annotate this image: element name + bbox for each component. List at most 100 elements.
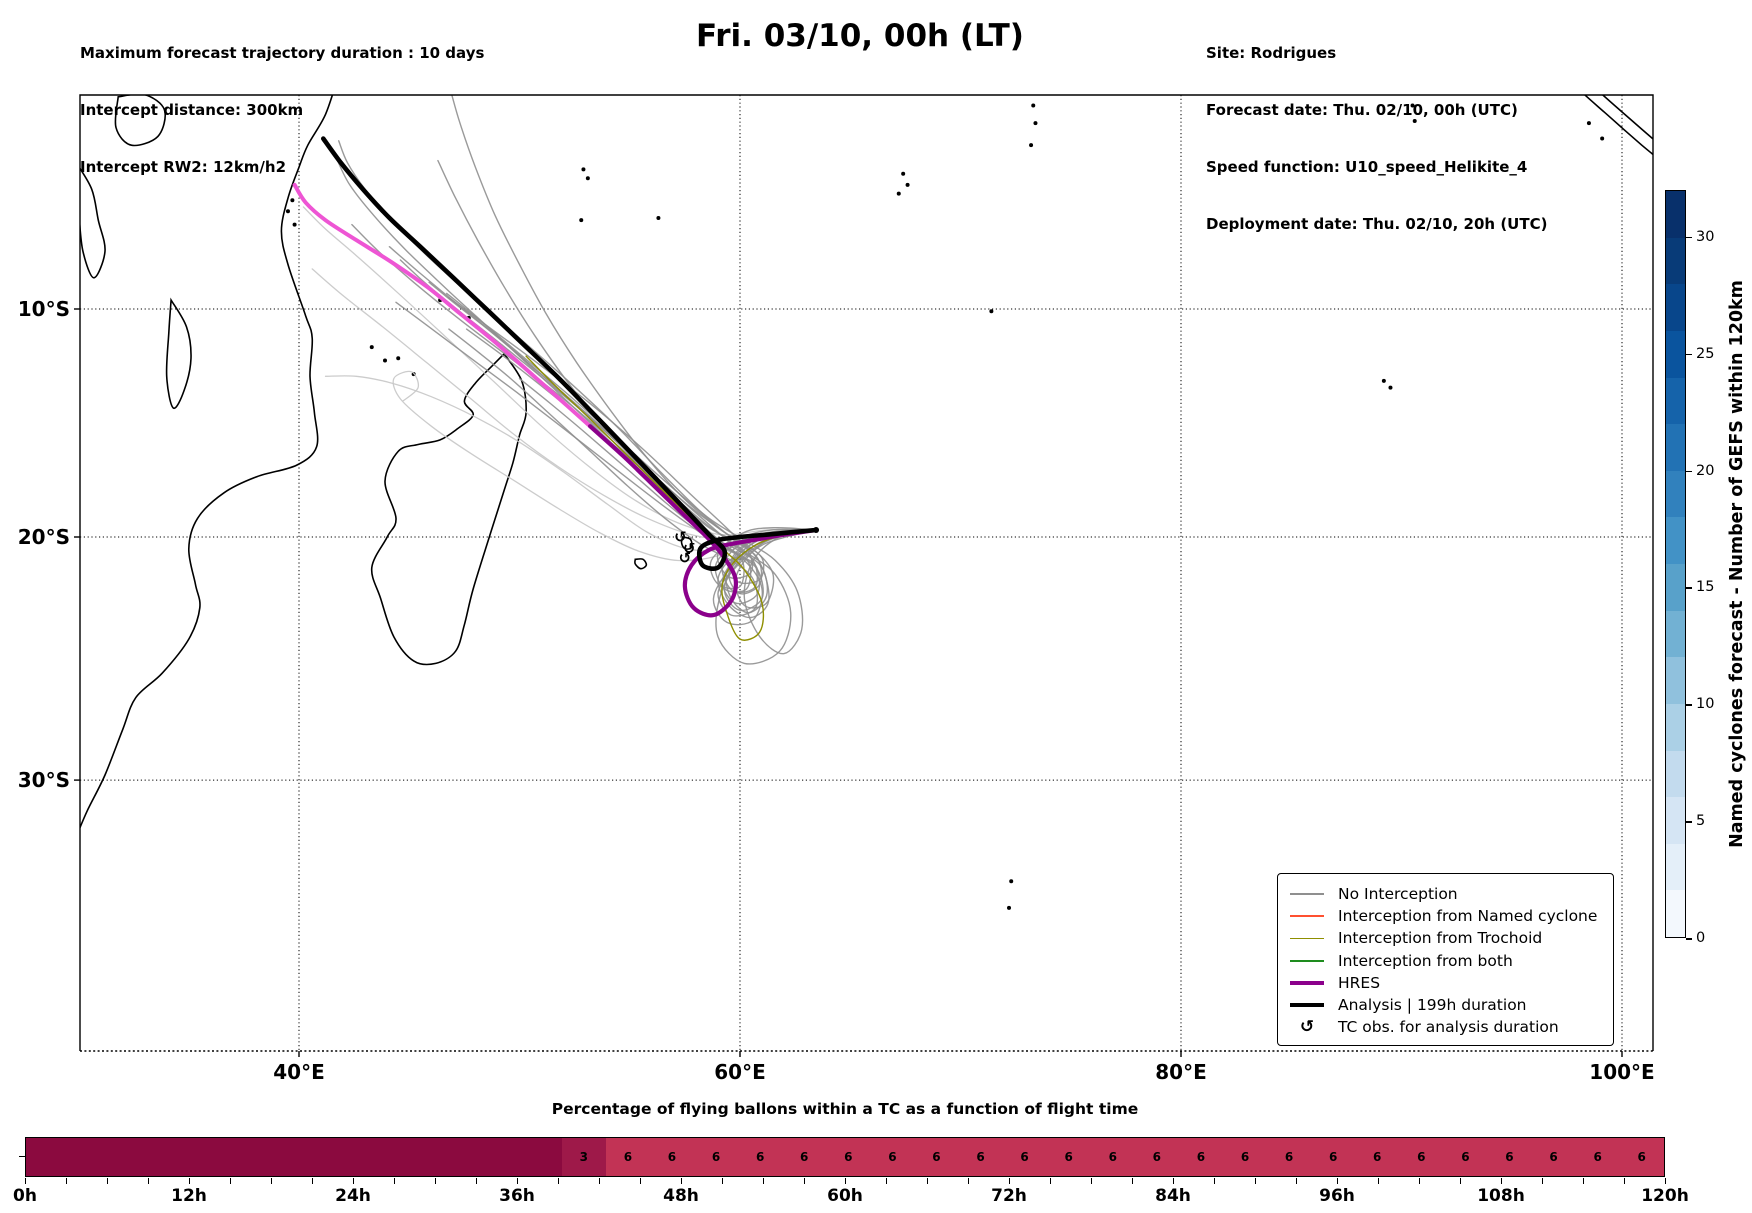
colorbar-segment bbox=[1666, 797, 1685, 844]
strip-cell bbox=[311, 1138, 348, 1176]
strip-tick-label: 48h bbox=[663, 1186, 699, 1206]
tc-obs-marker: ↺ bbox=[683, 540, 696, 558]
strip-tick bbox=[1624, 1178, 1626, 1184]
strip-cell: 6 bbox=[1399, 1138, 1444, 1176]
strip-cell: 6 bbox=[1619, 1138, 1664, 1176]
strip-cell-value: 6 bbox=[976, 1150, 985, 1164]
strip-cell bbox=[347, 1138, 384, 1176]
colorbar-segment bbox=[1666, 424, 1685, 471]
strip-cell: 6 bbox=[914, 1138, 959, 1176]
strip-cell: 6 bbox=[649, 1138, 695, 1176]
island-mauritius bbox=[680, 535, 693, 550]
strip-cell: 6 bbox=[694, 1138, 739, 1176]
strip-cell-value: 6 bbox=[711, 1150, 721, 1164]
ensemble-track bbox=[451, 95, 817, 579]
strip-cell: 6 bbox=[1267, 1138, 1312, 1176]
legend-item-label: Analysis | 199h duration bbox=[1338, 996, 1527, 1015]
island-dot bbox=[581, 167, 586, 172]
strip-tick-label: 60h bbox=[827, 1186, 863, 1206]
island-dot bbox=[285, 209, 290, 214]
strip-tick bbox=[517, 1178, 519, 1184]
deployment-start-point bbox=[813, 526, 820, 533]
strip-tick bbox=[1296, 1178, 1298, 1184]
strip-cell bbox=[454, 1138, 491, 1176]
strip-tick bbox=[107, 1178, 109, 1184]
strip-tick bbox=[804, 1178, 806, 1184]
strip-cell bbox=[526, 1138, 562, 1176]
x-tick-label: 100°E bbox=[1589, 1060, 1655, 1084]
colorbar-tick-label: 25 bbox=[1696, 345, 1715, 362]
strip-tick bbox=[1460, 1178, 1462, 1184]
ensemble-track bbox=[335, 157, 817, 593]
strip-tick bbox=[968, 1178, 970, 1184]
strip-tick bbox=[1173, 1178, 1175, 1184]
legend-line bbox=[1290, 980, 1324, 986]
strip-cell: 6 bbox=[605, 1138, 650, 1176]
strip-cell-value: 6 bbox=[844, 1150, 853, 1164]
legend-line bbox=[1290, 959, 1324, 962]
site-text: Site: Rodrigues bbox=[1206, 44, 1337, 62]
strip-cell-value: 6 bbox=[1328, 1150, 1338, 1164]
island-reunion bbox=[634, 558, 648, 570]
cyclone-rotation-icon: ↺ bbox=[1299, 1016, 1315, 1037]
strip-cell-value: 6 bbox=[1417, 1150, 1426, 1164]
island-dot bbox=[1388, 385, 1393, 390]
colorbar-tick-label: 15 bbox=[1696, 579, 1715, 596]
strip-tick-label: 120h bbox=[1641, 1186, 1689, 1206]
island-dot bbox=[292, 222, 297, 227]
legend-line-swatch bbox=[1290, 959, 1324, 962]
colorbar-segment bbox=[1666, 703, 1685, 751]
strip-cell: 6 bbox=[1575, 1138, 1620, 1176]
colorbar-tick-label: 0 bbox=[1696, 930, 1706, 946]
strip-tick bbox=[1050, 1178, 1052, 1184]
strip-tick bbox=[66, 1178, 68, 1184]
y-tick-label: 30°S bbox=[17, 768, 70, 793]
forecast-params-block: Maximum forecast trajectory duration : 1… bbox=[80, 6, 484, 196]
legend-item: HRES bbox=[1290, 972, 1603, 994]
strip-tick bbox=[1091, 1178, 1093, 1184]
strip-cell-value: 6 bbox=[1152, 1150, 1162, 1164]
strip-title: Percentage of flying ballons within a TC… bbox=[551, 1100, 1139, 1118]
ensemble-track bbox=[395, 301, 817, 626]
strip-tick bbox=[1542, 1178, 1544, 1184]
colorbar-segment bbox=[1666, 470, 1685, 518]
strip-tick bbox=[763, 1178, 765, 1184]
analysis-track bbox=[321, 136, 819, 571]
legend-line bbox=[1290, 1002, 1324, 1008]
forecast-date-text: Forecast date: Thu. 02/10, 00h (UTC) bbox=[1206, 101, 1518, 119]
colorbar-segment bbox=[1666, 657, 1685, 704]
colorbar-tick bbox=[1686, 236, 1692, 239]
legend-item-label: Interception from both bbox=[1338, 951, 1513, 970]
colorbar-tick-label: 10 bbox=[1696, 696, 1715, 713]
strip-tick bbox=[558, 1178, 560, 1184]
island-dot bbox=[579, 218, 584, 223]
strip-tick-label: 24h bbox=[335, 1186, 371, 1206]
strip-tick bbox=[435, 1178, 437, 1184]
x-tick-label: 80°E bbox=[1155, 1060, 1207, 1084]
strip-cell: 3 bbox=[561, 1138, 606, 1176]
ensemble-track bbox=[437, 159, 817, 590]
island-dot bbox=[1381, 378, 1386, 383]
legend-item-label: No Interception bbox=[1338, 885, 1458, 904]
strip-cell: 6 bbox=[1355, 1138, 1400, 1176]
strip-tick bbox=[1337, 1178, 1339, 1184]
coastline-africa bbox=[80, 95, 334, 830]
strip-cell: 6 bbox=[1311, 1138, 1356, 1176]
island-dot bbox=[1007, 905, 1012, 910]
intercept-rw2-text: Intercept RW2: 12km/h2 bbox=[80, 158, 287, 176]
strip-cell: 6 bbox=[1134, 1138, 1179, 1176]
strip-cell bbox=[383, 1138, 419, 1176]
strip-tick bbox=[886, 1178, 888, 1184]
strip-tick bbox=[1255, 1178, 1257, 1184]
colorbar-segment bbox=[1666, 330, 1685, 378]
island-dot bbox=[290, 198, 295, 203]
strip-cell: 6 bbox=[870, 1138, 915, 1176]
ensemble-track bbox=[428, 281, 817, 609]
strip-tick bbox=[1501, 1178, 1503, 1184]
strip-tick bbox=[1419, 1178, 1421, 1184]
strip-tick bbox=[1583, 1178, 1585, 1184]
strip-cell-value: 3 bbox=[579, 1150, 588, 1164]
strip-tick bbox=[681, 1178, 683, 1184]
island-dot bbox=[1009, 879, 1014, 884]
